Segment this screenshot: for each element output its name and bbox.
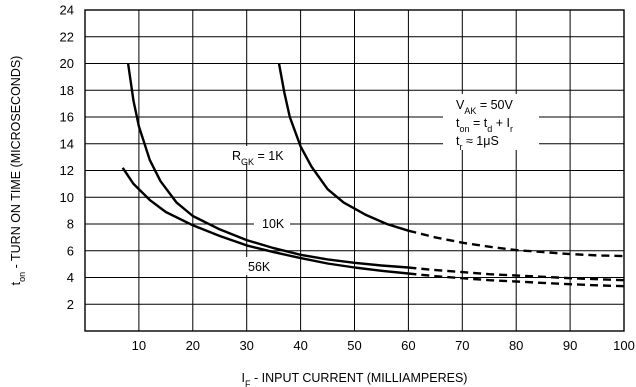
series-label-0: RGK = 1K <box>232 149 284 167</box>
series-line-dashed-2 <box>408 272 625 288</box>
x-tick-label: 20 <box>186 338 200 353</box>
plot-frame <box>84 9 625 332</box>
series-line-dashed-1 <box>408 266 625 282</box>
label-box-56k <box>244 257 280 275</box>
annotation-line-1: ton = td + Ir <box>456 116 513 134</box>
chart-series <box>121 63 625 288</box>
y-axis-title: ton - TURN ON TIME (MICROSECONDS) <box>9 56 27 286</box>
series-line-solid-1 <box>126 63 409 269</box>
y-tick-label: 4 <box>67 270 74 285</box>
series-line-solid-2 <box>121 167 409 275</box>
series-label-2: 56K <box>248 260 271 274</box>
x-tick-label: 10 <box>132 338 146 353</box>
series-label-1: 10K <box>262 217 285 231</box>
annotation-line-0: VAK = 50V <box>456 98 514 116</box>
x-tick-label: 90 <box>563 338 577 353</box>
x-tick-label: 30 <box>239 338 253 353</box>
y-tick-label: 10 <box>60 190 74 205</box>
y-tick-label: 22 <box>60 29 74 44</box>
label-box-10k <box>254 214 290 232</box>
y-tick-label: 8 <box>67 217 74 232</box>
annotation-box <box>443 94 539 150</box>
x-tick-label: 70 <box>455 338 469 353</box>
annotation-line-2: tr ≈ 1μS <box>456 134 499 152</box>
y-tick-label: 16 <box>60 110 74 125</box>
x-tick-label: 40 <box>293 338 307 353</box>
x-axis-title: IF - INPUT CURRENT (MILLIAMPERES) <box>242 371 468 387</box>
y-tick-label: 12 <box>60 163 74 178</box>
y-tick-label: 2 <box>67 297 74 312</box>
series-line-solid-0 <box>277 63 409 232</box>
series-line-dashed-0 <box>408 229 625 258</box>
y-tick-label: 14 <box>60 136 74 151</box>
y-tick-label: 6 <box>67 243 74 258</box>
y-tick-label: 24 <box>60 3 74 18</box>
y-tick-label: 18 <box>60 83 74 98</box>
chart-labels: IF - INPUT CURRENT (MILLIAMPERES) ton - T… <box>9 56 514 387</box>
label-box-1k <box>230 146 296 164</box>
chart-grid <box>84 9 625 332</box>
x-tick-label: 80 <box>509 338 523 353</box>
y-tick-label: 20 <box>60 56 74 71</box>
x-tick-label: 60 <box>401 338 415 353</box>
chart-ticks: 10 20 30 40 50 60 70 80 90 1002468101214161820222… <box>60 3 635 354</box>
x-tick-label: 50 <box>347 338 361 353</box>
x-tick-label: 100 <box>613 338 635 353</box>
